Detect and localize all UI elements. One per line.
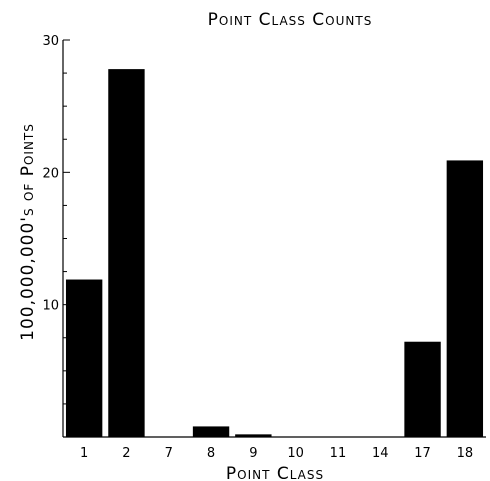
x-tick-label: 11 — [330, 446, 347, 461]
bar-2 — [108, 69, 145, 437]
chart-title: Point Class Counts — [208, 10, 373, 30]
x-axis-label: Point Class — [226, 464, 324, 481]
x-tick-label: 10 — [287, 446, 304, 461]
y-tick-label: 10 — [42, 299, 59, 314]
x-tick-label: 2 — [122, 446, 130, 461]
y-tick-label: 20 — [42, 166, 59, 181]
bar-8 — [192, 426, 230, 437]
x-tick-label: 9 — [249, 446, 257, 461]
x-tick-label: 18 — [457, 446, 474, 461]
bar-18 — [446, 160, 484, 437]
x-tick-label: 14 — [372, 446, 389, 461]
x-tick-label: 1 — [80, 446, 88, 461]
x-tick-label: 7 — [165, 446, 173, 461]
bar-1 — [65, 279, 103, 437]
x-tick-label: 8 — [207, 446, 215, 461]
plot-area: 10 20 30 1 2 7 8 9 10 11 14 17 18 — [42, 34, 484, 461]
bar-9 — [235, 434, 272, 437]
y-axis-label: 100,000,000's of Points — [18, 123, 38, 341]
bar-17 — [404, 341, 441, 437]
x-tick-label: 17 — [414, 446, 431, 461]
y-tick-label: 30 — [42, 34, 59, 49]
